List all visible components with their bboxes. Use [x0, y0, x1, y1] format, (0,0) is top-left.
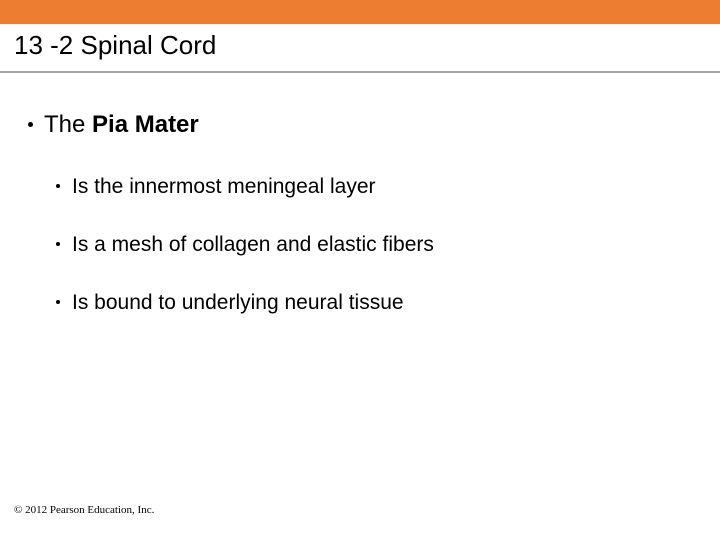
section-title: 13 -2 Spinal Cord — [0, 24, 720, 73]
bullet-level2: Is the innermost meningeal layer — [50, 175, 706, 199]
level2-text: Is bound to underlying neural tissue — [72, 291, 404, 314]
section-title-text: 13 -2 Spinal Cord — [14, 30, 216, 60]
level1-prefix: The — [44, 111, 92, 138]
bullet-level2: Is bound to underlying neural tissue — [50, 291, 706, 315]
bullet1-dot — [28, 122, 33, 127]
bullet-level1: The Pia Mater — [14, 111, 706, 139]
bullet2-dot — [56, 300, 60, 304]
level2-text: Is a mesh of collagen and elastic fibers — [72, 233, 434, 256]
level2-list: Is the innermost meningeal layer Is a me… — [14, 169, 706, 315]
bullet2-dot — [56, 242, 60, 246]
copyright-footer: © 2012 Pearson Education, Inc. — [14, 504, 154, 516]
header-bar — [0, 0, 720, 24]
level1-text: The Pia Mater — [44, 111, 199, 138]
content-area: The Pia Mater Is the innermost meningeal… — [0, 73, 720, 315]
level2-text: Is the innermost meningeal layer — [72, 175, 376, 198]
bullet-level2: Is a mesh of collagen and elastic fibers — [50, 233, 706, 257]
level1-bold: Pia Mater — [92, 111, 199, 138]
bullet2-dot — [56, 184, 60, 188]
